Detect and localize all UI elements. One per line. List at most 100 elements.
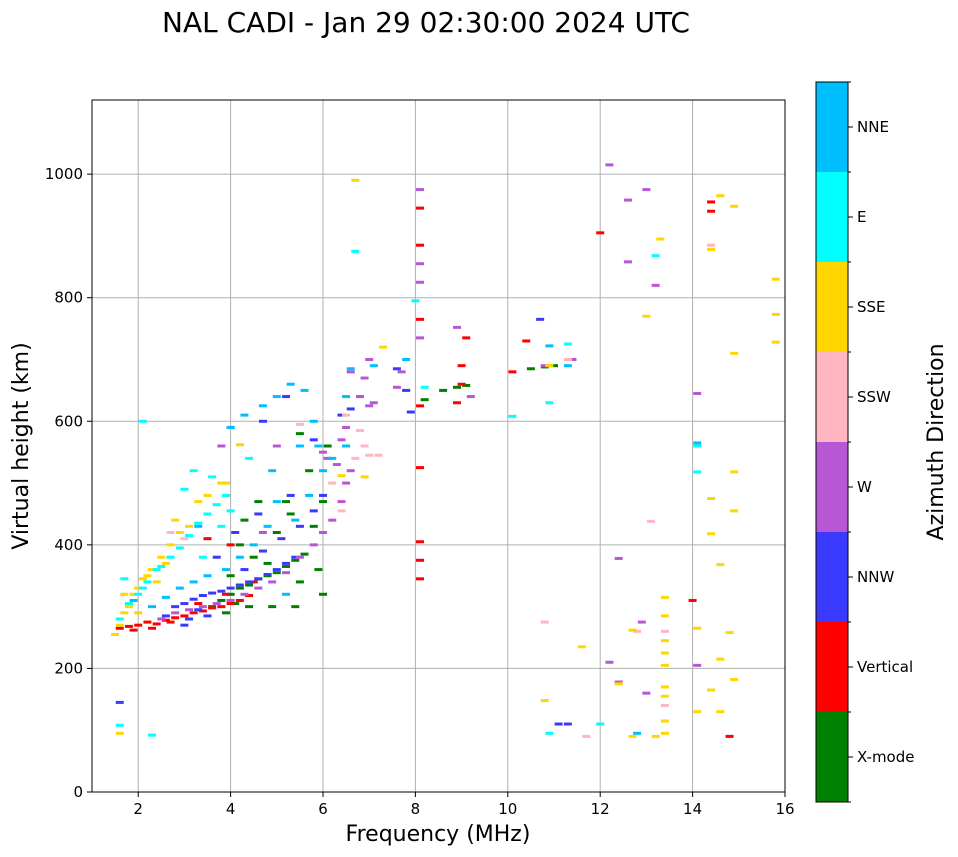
data-point bbox=[203, 493, 212, 497]
data-point bbox=[166, 543, 175, 547]
data-point bbox=[198, 605, 207, 609]
data-point bbox=[161, 561, 170, 565]
data-point bbox=[392, 367, 401, 371]
data-point bbox=[143, 580, 152, 584]
data-point bbox=[295, 524, 304, 528]
data-point bbox=[360, 376, 369, 380]
data-point bbox=[605, 163, 614, 167]
y-tick-label: 400 bbox=[54, 536, 83, 554]
data-point bbox=[314, 444, 323, 448]
data-point bbox=[337, 413, 346, 417]
x-tick-label: 16 bbox=[775, 800, 794, 818]
y-axis-ticks: 0 200 400 600 800 1000 bbox=[45, 165, 92, 801]
data-point bbox=[245, 456, 254, 460]
data-point bbox=[124, 602, 133, 606]
data-point bbox=[416, 280, 425, 284]
data-point bbox=[628, 628, 637, 632]
data-point bbox=[309, 524, 318, 528]
data-point bbox=[651, 283, 660, 287]
data-point bbox=[148, 626, 157, 630]
data-point bbox=[730, 470, 739, 474]
colorbar-tick-label: NNE bbox=[857, 118, 889, 136]
data-point bbox=[642, 188, 651, 192]
data-point bbox=[771, 277, 780, 281]
y-axis-label: Virtual height (km) bbox=[9, 342, 34, 549]
plot-frame bbox=[91, 99, 786, 793]
data-point bbox=[319, 450, 327, 454]
data-point bbox=[328, 481, 337, 485]
data-point bbox=[416, 206, 425, 210]
data-point bbox=[725, 734, 734, 738]
data-point bbox=[707, 532, 716, 536]
data-point bbox=[189, 611, 198, 615]
data-point bbox=[129, 592, 138, 596]
data-point bbox=[605, 660, 614, 664]
colorbar-tick-label: W bbox=[857, 478, 872, 496]
data-point bbox=[282, 571, 291, 575]
data-point bbox=[660, 685, 669, 689]
data-point bbox=[351, 249, 360, 253]
data-point bbox=[540, 620, 549, 624]
data-point bbox=[143, 620, 152, 624]
data-point bbox=[194, 521, 203, 525]
data-point bbox=[416, 577, 425, 581]
series-x-mode bbox=[208, 364, 558, 615]
data-point bbox=[416, 466, 425, 470]
colorbar-tick-label: SSW bbox=[857, 388, 891, 406]
data-point bbox=[282, 592, 291, 596]
data-point bbox=[115, 723, 124, 727]
series-nne bbox=[129, 344, 702, 735]
x-tick-label: 12 bbox=[591, 800, 610, 818]
data-point bbox=[217, 444, 226, 448]
data-point bbox=[452, 325, 461, 329]
data-point bbox=[295, 444, 304, 448]
data-point bbox=[272, 395, 281, 399]
x-axis-ticks: 2 4 6 8 10 12 14 16 bbox=[133, 792, 795, 818]
colorbar-tick-label: Vertical bbox=[857, 658, 913, 676]
colorbar-frame bbox=[815, 81, 849, 803]
data-point bbox=[416, 336, 425, 340]
data-point bbox=[240, 518, 249, 522]
data-point bbox=[157, 564, 166, 568]
data-point bbox=[189, 597, 198, 601]
data-point bbox=[309, 438, 318, 442]
data-point bbox=[249, 543, 258, 547]
data-point bbox=[203, 537, 212, 541]
data-point bbox=[115, 700, 124, 704]
data-point bbox=[124, 605, 133, 609]
data-point bbox=[282, 395, 291, 399]
data-point bbox=[240, 413, 249, 417]
data-point bbox=[392, 385, 401, 389]
data-point bbox=[286, 512, 295, 516]
data-point bbox=[522, 339, 531, 343]
data-point bbox=[563, 358, 572, 361]
data-point bbox=[355, 429, 364, 433]
data-point bbox=[212, 602, 221, 606]
data-point bbox=[258, 549, 267, 553]
data-point bbox=[693, 444, 702, 448]
data-point bbox=[346, 370, 355, 374]
data-point bbox=[291, 555, 300, 559]
data-point bbox=[120, 577, 129, 581]
data-point bbox=[291, 558, 300, 562]
data-point bbox=[268, 605, 277, 609]
data-point bbox=[397, 370, 406, 374]
data-point bbox=[328, 456, 337, 460]
data-point bbox=[134, 592, 143, 596]
data-point bbox=[249, 555, 258, 559]
data-point bbox=[337, 438, 346, 442]
data-point bbox=[282, 561, 291, 565]
colorbar-segment bbox=[816, 712, 848, 802]
colorbar-label: Azimuth Direction bbox=[924, 343, 949, 540]
chart-title: NAL CADI - Jan 29 02:30:00 2024 UTC bbox=[162, 6, 690, 39]
data-point bbox=[309, 543, 318, 547]
data-point bbox=[457, 364, 466, 368]
data-point bbox=[416, 404, 425, 408]
y-tick-label: 600 bbox=[54, 412, 83, 430]
data-point bbox=[152, 580, 161, 584]
data-point bbox=[402, 388, 411, 392]
data-point bbox=[152, 622, 161, 626]
colorbar-segment bbox=[816, 622, 848, 712]
data-point bbox=[245, 594, 254, 598]
